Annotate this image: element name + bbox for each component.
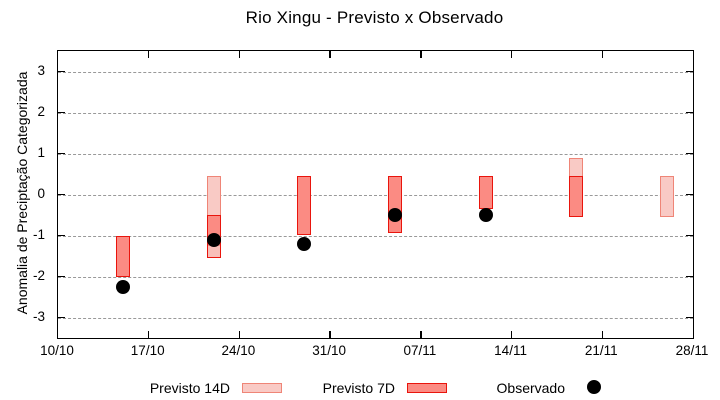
forecast-bar-segment-previsto7d	[387, 176, 402, 234]
x-tick-mark-top	[601, 51, 604, 58]
y-tick-mark-left	[58, 275, 65, 278]
x-tick-label: 24/10	[221, 343, 256, 358]
legend-swatch-previsto-7d	[407, 383, 447, 393]
x-tick-mark-bottom	[147, 331, 150, 338]
legend-label-previsto-7d: Previsto 7D	[322, 380, 395, 396]
x-tick-mark-top	[147, 51, 150, 58]
y-tick-mark-left	[58, 70, 65, 73]
forecast-bar-segment-previsto7d	[569, 176, 584, 218]
y-tick-mark-right	[686, 275, 693, 278]
y-tick-mark-left	[58, 152, 65, 155]
gridline-y-3	[58, 71, 693, 73]
x-tick-mark-bottom	[420, 331, 422, 338]
forecast-bar-segment-previsto7d	[115, 235, 130, 277]
x-tick-mark-bottom	[510, 331, 513, 338]
gridline-y-2	[58, 112, 693, 114]
y-tick-label: 2	[37, 103, 45, 119]
y-tick-mark-right	[686, 111, 693, 114]
x-tick-mark-top	[329, 51, 331, 58]
chart-title: Rio Xingu - Previsto x Observado	[245, 8, 504, 27]
x-tick-mark-bottom	[601, 331, 604, 338]
x-tick-label: 31/10	[312, 343, 347, 358]
legend-dot-observado	[587, 380, 601, 394]
x-tick-mark-top	[510, 51, 513, 58]
y-tick-mark-left	[58, 193, 65, 196]
forecast-bar-segment-previsto7d	[297, 176, 312, 236]
y-tick-mark-left	[58, 316, 65, 319]
x-tick-label: 10/10	[40, 343, 74, 358]
y-tick-mark-left	[58, 111, 65, 114]
observed-dot	[206, 232, 221, 247]
y-tick-mark-right	[686, 193, 693, 196]
x-tick-label: 07/11	[403, 343, 437, 358]
observed-dot	[387, 208, 402, 222]
y-tick-mark-right	[686, 70, 693, 73]
x-tick-label: 21/11	[584, 343, 618, 358]
gridline-y-0	[58, 194, 693, 196]
x-tick-mark-top	[238, 51, 241, 58]
x-tick-mark-bottom	[329, 331, 331, 338]
gridline-y--1	[58, 235, 693, 237]
x-tick-label: 14/11	[494, 343, 527, 358]
y-tick-label: -1	[32, 226, 45, 242]
y-tick-label: 1	[37, 144, 45, 160]
observed-dot	[115, 279, 130, 294]
y-tick-label: 3	[37, 62, 45, 78]
y-tick-mark-left	[58, 234, 65, 237]
forecast-bar-segment-previsto7d	[478, 176, 493, 209]
x-tick-mark-bottom	[238, 331, 241, 338]
y-tick-label: -2	[32, 267, 45, 283]
forecast-bar-segment-previsto7d_faded	[206, 245, 221, 259]
gridline-y-1	[58, 153, 693, 155]
gridline-y--3	[58, 317, 693, 319]
forecast-bar-segment-previsto14d	[206, 176, 221, 215]
y-tick-mark-right	[686, 316, 693, 319]
legend-label-observado: Observado	[496, 380, 565, 396]
observed-dot	[478, 208, 493, 222]
y-tick-label: 0	[37, 185, 45, 201]
legend-label-previsto-14d: Previsto 14D	[149, 380, 230, 396]
x-tick-label: 17/10	[130, 343, 165, 358]
x-tick-mark-top	[420, 51, 422, 58]
y-tick-label: -3	[32, 308, 45, 324]
y-tick-mark-right	[686, 152, 693, 155]
forecast-bar-segment-previsto14d	[660, 176, 675, 218]
y-tick-mark-right	[686, 234, 693, 237]
observed-dot	[297, 236, 312, 251]
x-tick-label: 28/11	[675, 343, 709, 358]
legend-swatch-previsto-14d	[242, 383, 282, 393]
plot-area	[57, 50, 694, 339]
gridline-y--2	[58, 276, 693, 278]
forecast-bar-segment-previsto14d	[569, 157, 584, 177]
